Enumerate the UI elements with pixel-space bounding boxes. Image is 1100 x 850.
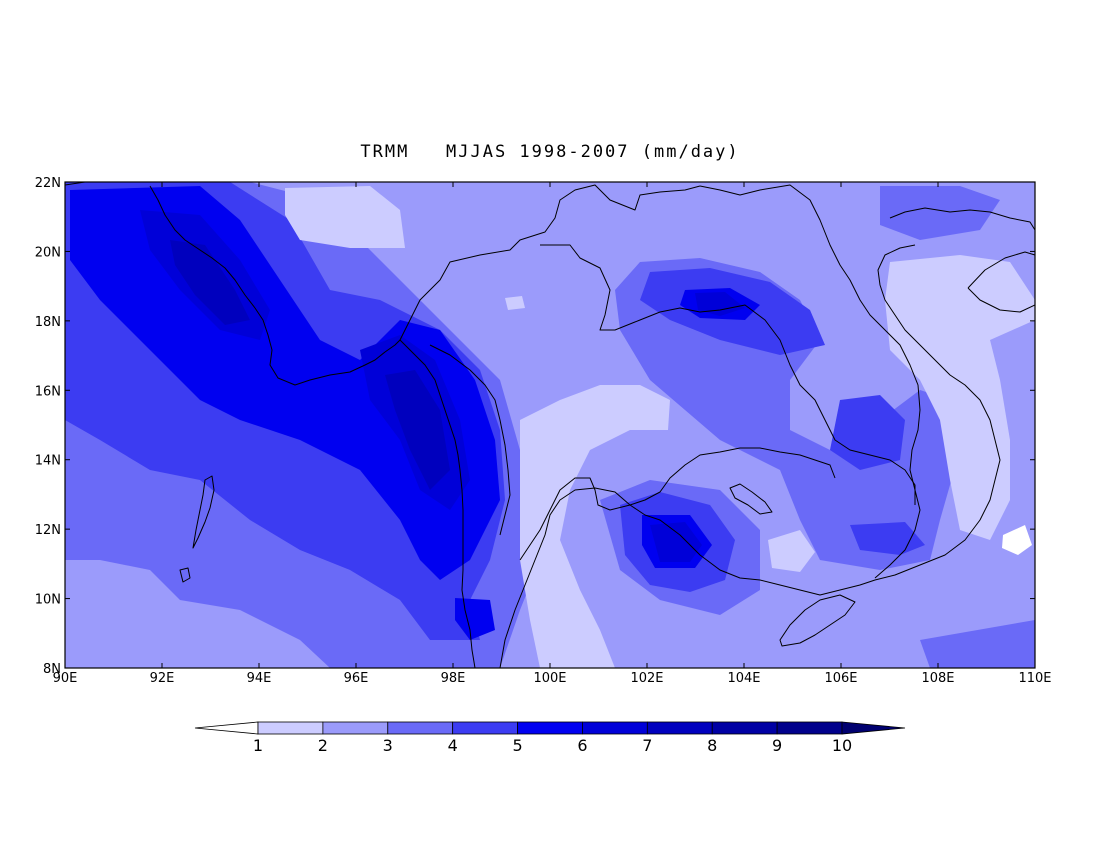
colorbar-swatch xyxy=(322,721,389,735)
coastlines-and-borders xyxy=(65,182,1035,668)
rain-band-6-7 xyxy=(695,292,745,316)
colorbar-swatch xyxy=(582,721,648,735)
longitude-axis: 90E 92E 94E 96E 98E 100E 102E 104E 106E 108E 110E xyxy=(53,182,1052,686)
colorbar-level-label: 1 xyxy=(253,736,263,755)
colorbar-swatch xyxy=(387,721,454,735)
lat-tick-label: 12N xyxy=(35,523,61,538)
lat-tick-label: 14N xyxy=(35,454,61,469)
island-small xyxy=(179,567,191,583)
rain-band-4-5 xyxy=(830,395,905,470)
lon-tick-label: 98E xyxy=(441,671,466,686)
coastline-east xyxy=(889,207,1035,231)
lon-tick-label: 106E xyxy=(824,671,857,686)
border-myanmar xyxy=(399,184,701,341)
coastline-mekong xyxy=(779,594,856,647)
colorbar-swatch xyxy=(517,721,583,735)
colorbar-level-label: 3 xyxy=(383,736,393,755)
lon-tick-label: 100E xyxy=(533,671,566,686)
lon-tick-label: 92E xyxy=(150,671,175,686)
colorbar-under-arrow xyxy=(194,721,259,735)
lat-tick-label: 8N xyxy=(43,662,61,677)
colorbar-level-label: 8 xyxy=(707,736,717,755)
rain-band-1-2 xyxy=(285,186,405,248)
rain-band-0-1 xyxy=(1002,525,1032,555)
lat-tick-label: 16N xyxy=(35,384,61,399)
rain-band-3-4 xyxy=(880,186,1000,240)
rain-band-3-4 xyxy=(920,620,1035,668)
lon-tick-label: 110E xyxy=(1018,671,1051,686)
lon-tick-label: 90E xyxy=(53,671,78,686)
lat-tick-label: 18N xyxy=(35,315,61,330)
lon-tick-label: 94E xyxy=(247,671,272,686)
island-andaman xyxy=(192,475,215,549)
rain-band-7-8 xyxy=(385,370,450,490)
colorbar-swatch xyxy=(711,721,778,735)
rain-band-6-7 xyxy=(650,522,702,562)
border-laos-vietnam xyxy=(699,184,921,579)
lon-tick-label: 102E xyxy=(630,671,663,686)
border-thai-laos xyxy=(540,244,916,505)
colorbar-over-arrow xyxy=(841,721,906,735)
rain-band-3-4 xyxy=(615,258,960,570)
lat-tick-label: 10N xyxy=(35,593,61,608)
rain-band-1-2 xyxy=(505,296,525,310)
lat-tick-label: 22N xyxy=(35,176,61,191)
colorbar-level-label: 10 xyxy=(832,736,852,755)
lon-tick-label: 108E xyxy=(921,671,954,686)
colorbar-level-label: 5 xyxy=(512,736,522,755)
colorbar-level-label: 4 xyxy=(448,736,458,755)
lat-tick-label: 20N xyxy=(35,245,61,260)
tonle-sap-lake xyxy=(729,483,773,515)
colorbar: 1 2 3 4 5 6 7 8 9 10 xyxy=(194,721,906,755)
colorbar-swatch xyxy=(257,721,324,735)
rain-band-1-2 xyxy=(520,385,670,668)
colorbar-swatch xyxy=(452,721,518,735)
colorbar-level-label: 9 xyxy=(772,736,782,755)
lon-tick-label: 96E xyxy=(344,671,369,686)
border-thai-cambodia xyxy=(429,344,836,561)
lon-tick-label: 104E xyxy=(727,671,760,686)
colorbar-level-label: 6 xyxy=(577,736,587,755)
rain-band-7-8 xyxy=(170,240,250,325)
colorbar-swatch xyxy=(776,721,843,735)
coastline-hainan xyxy=(967,251,1035,313)
colorbar-level-label: 7 xyxy=(642,736,652,755)
colorbar-swatch xyxy=(646,721,713,735)
colorbar-level-label: 2 xyxy=(318,736,328,755)
coastline-gulf xyxy=(499,244,1001,668)
latitude-axis: 8N 10N 12N 14N 16N 18N 20N 22N xyxy=(35,176,1035,677)
rain-band-1-2 xyxy=(768,530,815,572)
map-title: TRMM MJJAS 1998-2007 (mm/day) xyxy=(360,142,740,162)
rainfall-field xyxy=(65,182,1035,668)
